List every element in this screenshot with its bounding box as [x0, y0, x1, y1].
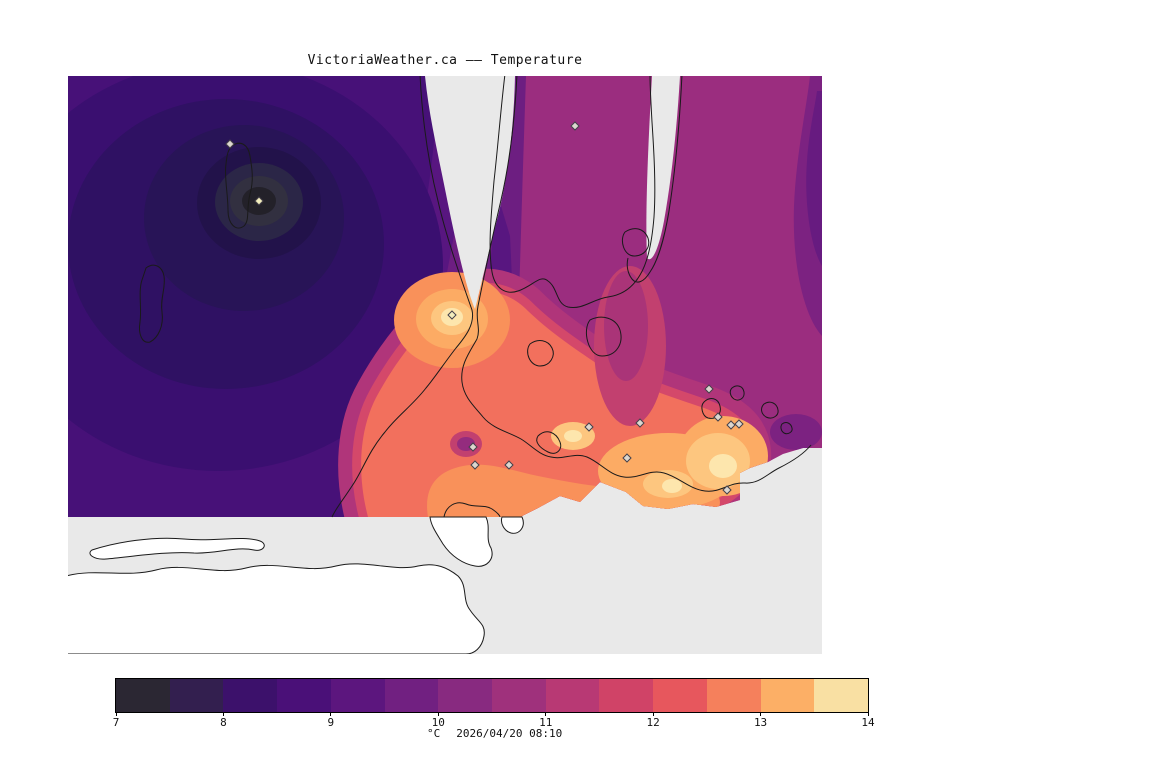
colorbar-tick: [760, 712, 762, 716]
colorbar-tick-label: 14: [861, 716, 875, 729]
station-marker: [254, 196, 264, 206]
map-canvas: [65, 73, 822, 655]
colorbar-meta: °C 2026/04/20 08:10: [427, 727, 562, 740]
colorbar-segment: [653, 679, 707, 712]
coastlines: [139, 73, 812, 518]
colorbar-segment: [116, 679, 170, 712]
unit-label: °C: [427, 727, 441, 740]
colorbar-segment: [330, 679, 385, 712]
station-marker: [722, 485, 732, 495]
page-title: VictoriaWeather.ca —— Temperature: [307, 53, 583, 68]
colorbar-tick: [867, 712, 869, 716]
colorbar-segment: [438, 679, 493, 712]
station-marker: [704, 384, 714, 394]
colorbar-segment: [706, 679, 761, 712]
colorbar-segment: [492, 679, 546, 712]
colorbar-tick: [437, 712, 439, 716]
station-marker: [713, 412, 723, 422]
station-marker: [635, 418, 645, 428]
colorbar-segment: [277, 679, 331, 712]
station-marker: [584, 422, 594, 432]
colorbar-tick-label: 13: [753, 716, 768, 729]
land-olympic-peninsula: [65, 516, 524, 655]
colorbar-tick-label: 12: [646, 716, 660, 729]
colorbar-segment: [814, 679, 869, 712]
station-marker: [622, 453, 632, 463]
station-markers: [225, 121, 744, 495]
colorbar-tick-label: 7: [112, 716, 120, 729]
colorbar-segment: [545, 679, 600, 712]
colorbar-segment: [599, 679, 654, 712]
colorbar-tick-label: 9: [327, 716, 335, 729]
datetime-label: 2026/04/20 08:10: [456, 727, 563, 740]
no-data-channels: [425, 76, 680, 309]
colorbar-tick: [115, 712, 117, 716]
station-marker: [447, 310, 457, 320]
station-marker: [570, 121, 580, 131]
station-marker: [726, 420, 736, 430]
colorbar-tick-labels: 7 8 9 10 11 12 13 14: [112, 716, 875, 729]
colorbar-tick: [330, 712, 332, 716]
colorbar-tick-label: 8: [220, 716, 227, 729]
colorbar-tick: [222, 712, 224, 716]
station-marker: [504, 460, 514, 470]
colorbar-segment: [384, 679, 439, 712]
colorbar-segment: [760, 679, 815, 712]
colorbar: [115, 678, 869, 713]
station-marker: [470, 460, 480, 470]
cold-spot: [450, 431, 482, 457]
colorbar-tick-label: 11: [539, 716, 553, 729]
station-marker: [734, 419, 744, 429]
temperature-map: [65, 73, 822, 655]
colorbar-tick-label: 10: [431, 716, 445, 729]
colorbar-tick: [545, 712, 547, 716]
colorbar-segment: [169, 679, 224, 712]
station-marker: [225, 139, 235, 149]
dungeness-spit: [89, 537, 265, 560]
station-marker: [468, 442, 478, 452]
colorbar-segment: [223, 679, 278, 712]
colorbar-ticks: [115, 712, 869, 717]
colorbar-tick: [652, 712, 654, 716]
